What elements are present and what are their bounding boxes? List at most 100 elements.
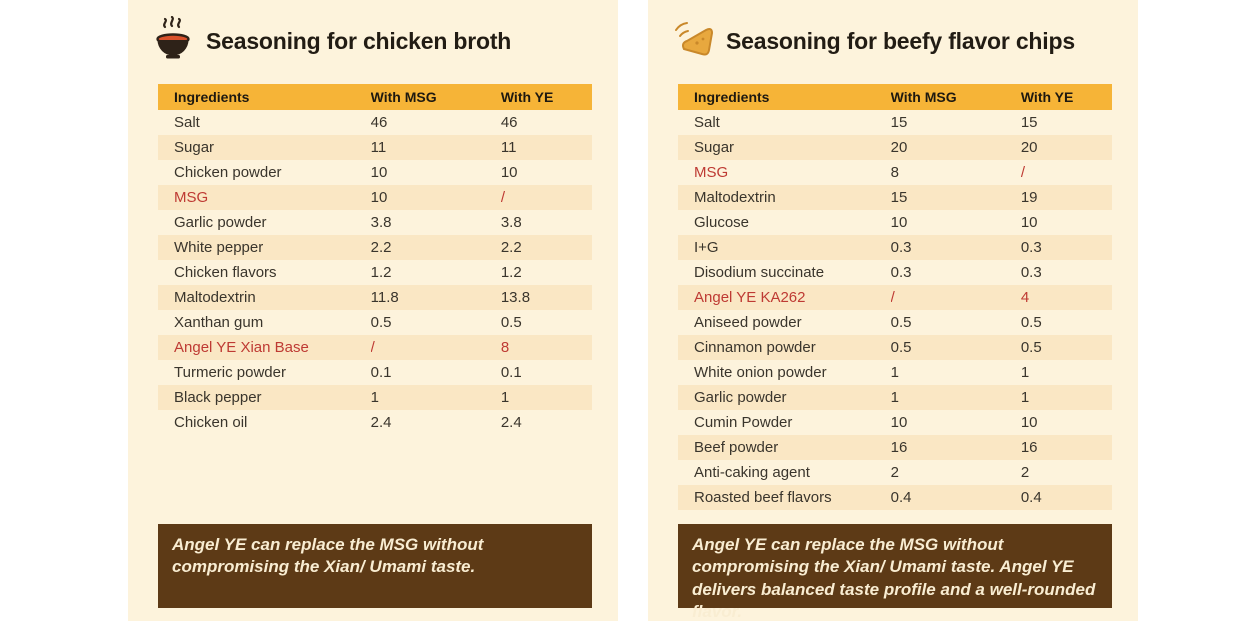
ingredient-cell: Roasted beef flavors xyxy=(694,489,832,506)
msg-value-cell: 10 xyxy=(890,414,908,431)
ingredients-table: Ingredients With MSG With YE Salt 15 15 … xyxy=(678,84,1112,510)
ye-value-cell: 2.2 xyxy=(500,239,522,256)
ingredient-cell: Maltodextrin xyxy=(174,289,256,306)
header-ingredients: Ingredients xyxy=(174,89,250,105)
table-row: Sugar 11 11 xyxy=(158,135,592,160)
ingredient-cell: Cumin Powder xyxy=(694,414,793,431)
table-row: Anti-caking agent 2 2 xyxy=(678,460,1112,485)
panel-chicken-broth: Seasoning for chicken broth Ingredients … xyxy=(128,0,618,621)
panel-title: Seasoning for chicken broth xyxy=(206,27,512,54)
ye-value-cell: 11 xyxy=(500,139,517,156)
ingredient-cell: Anti-caking agent xyxy=(694,464,810,481)
table-header-row: Ingredients With MSG With YE xyxy=(158,84,592,110)
ye-value-cell: 1 xyxy=(1020,364,1030,381)
msg-value-cell: 8 xyxy=(890,164,899,181)
ye-value-cell: 0.1 xyxy=(500,364,522,381)
msg-value-cell: 10 xyxy=(370,189,388,206)
ingredient-cell: White onion powder xyxy=(694,364,827,381)
ye-value-cell: 3.8 xyxy=(500,214,522,231)
header-ingredients: Ingredients xyxy=(694,89,770,105)
table-header-row: Ingredients With MSG With YE xyxy=(678,84,1112,110)
ingredient-cell: Maltodextrin xyxy=(694,189,776,206)
ye-value-cell: 0.5 xyxy=(1020,339,1042,356)
ingredients-table: Ingredients With MSG With YE Salt 46 46 … xyxy=(158,84,592,435)
panel-header: Seasoning for chicken broth xyxy=(150,12,511,70)
ye-value-cell: 16 xyxy=(1020,439,1038,456)
msg-value-cell: 1 xyxy=(890,389,899,406)
msg-value-cell: 1 xyxy=(890,364,899,381)
ingredient-cell: Cinnamon powder xyxy=(694,339,816,356)
table-body: Salt 15 15 Sugar 20 20 MSG 8 / Maltodext… xyxy=(678,110,1112,510)
ingredient-cell: Garlic powder xyxy=(694,389,787,406)
table-row: Chicken flavors 1.2 1.2 xyxy=(158,260,592,285)
ye-value-cell: 0.5 xyxy=(1020,314,1042,331)
ingredient-cell: Xanthan gum xyxy=(174,314,264,331)
msg-value-cell: 0.5 xyxy=(890,314,912,331)
ye-value-cell: / xyxy=(1020,164,1026,181)
table-row: I+G 0.3 0.3 xyxy=(678,235,1112,260)
chip-icon xyxy=(670,16,716,67)
msg-value-cell: 1.2 xyxy=(370,264,392,281)
ingredient-cell: Garlic powder xyxy=(174,214,267,231)
table-row: White onion powder 1 1 xyxy=(678,360,1112,385)
steaming-bowl-icon xyxy=(150,15,196,67)
header-with-msg: With MSG xyxy=(890,89,957,105)
ye-value-cell: 13.8 xyxy=(500,289,531,306)
table-row: Xanthan gum 0.5 0.5 xyxy=(158,310,592,335)
msg-value-cell: 0.3 xyxy=(890,264,912,281)
ingredient-cell: Chicken oil xyxy=(174,414,248,431)
table-row: Glucose 10 10 xyxy=(678,210,1112,235)
ye-value-cell: 19 xyxy=(1020,189,1038,206)
table-row: Garlic powder 3.8 3.8 xyxy=(158,210,592,235)
table-row: White pepper 2.2 2.2 xyxy=(158,235,592,260)
table-row: Maltodextrin 15 19 xyxy=(678,185,1112,210)
table-row: Sugar 20 20 xyxy=(678,135,1112,160)
ingredient-cell: Disodium succinate xyxy=(694,264,825,281)
ingredient-cell: Beef powder xyxy=(694,439,779,456)
ingredient-cell: White pepper xyxy=(174,239,264,256)
msg-value-cell: 3.8 xyxy=(370,214,392,231)
ye-value-cell: 10 xyxy=(1020,214,1038,231)
msg-value-cell: 16 xyxy=(890,439,908,456)
msg-value-cell: 46 xyxy=(370,114,388,131)
ingredient-cell: Turmeric powder xyxy=(174,364,286,381)
ye-value-cell: / xyxy=(500,189,506,206)
table-row: Aniseed powder 0.5 0.5 xyxy=(678,310,1112,335)
table-row: MSG 8 / xyxy=(678,160,1112,185)
ingredient-cell: Angel YE Xian Base xyxy=(174,339,309,356)
ingredient-cell: Chicken powder xyxy=(174,164,282,181)
ingredient-cell: Sugar xyxy=(694,139,735,156)
ye-value-cell: 2 xyxy=(1020,464,1030,481)
msg-value-cell: / xyxy=(370,339,375,356)
ye-value-cell: 10 xyxy=(500,164,518,181)
table-body: Salt 46 46 Sugar 11 11 Chicken powder 10… xyxy=(158,110,592,435)
table-row: Beef powder 16 16 xyxy=(678,435,1112,460)
header-with-msg: With MSG xyxy=(370,89,437,105)
ye-value-cell: 0.4 xyxy=(1020,489,1042,506)
msg-value-cell: 0.1 xyxy=(370,364,392,381)
ingredient-cell: Salt xyxy=(174,114,200,131)
ingredient-cell: MSG xyxy=(174,189,209,206)
note-box: Angel YE can replace the MSG without com… xyxy=(678,524,1112,621)
panel-title: Seasoning for beefy flavor chips xyxy=(726,27,1075,54)
ingredient-cell: Sugar xyxy=(174,139,215,156)
ingredient-cell: MSG xyxy=(694,164,729,181)
table-row: Disodium succinate 0.3 0.3 xyxy=(678,260,1112,285)
ingredient-cell: I+G xyxy=(694,239,719,256)
note-box: Angel YE can replace the MSG without com… xyxy=(158,524,592,608)
ingredient-cell: Chicken flavors xyxy=(174,264,277,281)
panel-beefy-chips: Seasoning for beefy flavor chips Ingredi… xyxy=(648,0,1138,621)
header-with-ye: With YE xyxy=(500,89,554,105)
ingredient-cell: Salt xyxy=(694,114,720,131)
table-row: Cumin Powder 10 10 xyxy=(678,410,1112,435)
msg-value-cell: 0.3 xyxy=(890,239,912,256)
table-row: Roasted beef flavors 0.4 0.4 xyxy=(678,485,1112,510)
table-row: Garlic powder 1 1 xyxy=(678,385,1112,410)
msg-value-cell: 20 xyxy=(890,139,908,156)
ye-value-cell: 1.2 xyxy=(500,264,522,281)
table-row: Angel YE KA262 / 4 xyxy=(678,285,1112,310)
ye-value-cell: 0.3 xyxy=(1020,264,1042,281)
ingredient-cell: Glucose xyxy=(694,214,750,231)
ye-value-cell: 10 xyxy=(1020,414,1038,431)
table-row: Turmeric powder 0.1 0.1 xyxy=(158,360,592,385)
